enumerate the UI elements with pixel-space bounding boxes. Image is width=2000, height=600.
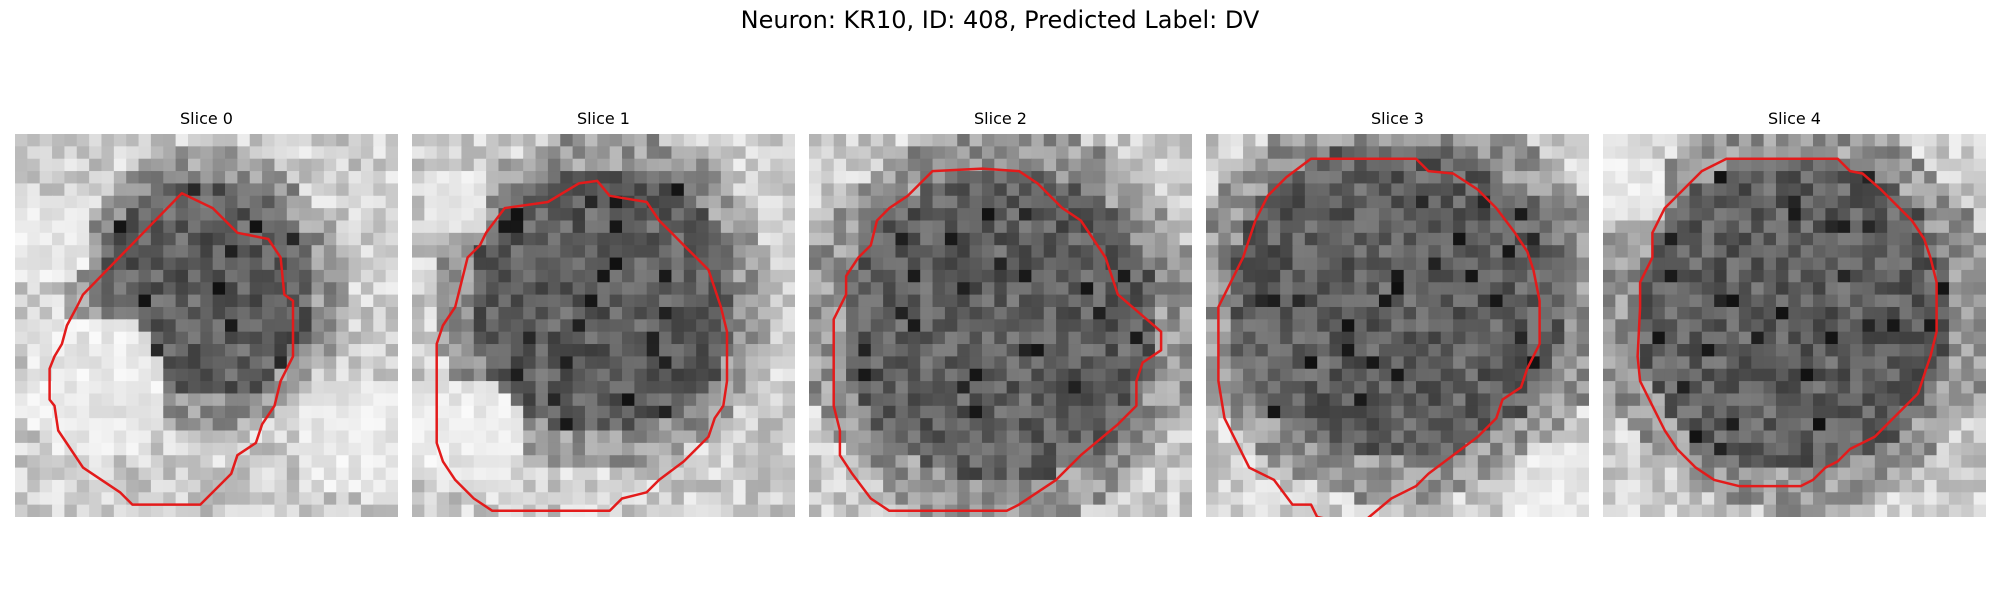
neuron-outline [48,192,295,506]
slice-panel-1: Slice 1 [412,108,795,517]
neuron-outline [1636,157,1938,488]
slice-title-1: Slice 1 [577,109,630,128]
slice-image-3 [1206,134,1589,517]
neuron-outline [435,179,729,513]
slice-title-4: Slice 4 [1768,109,1821,128]
slice-image-4 [1603,134,1986,517]
slice-panel-2: Slice 2 [809,108,1192,517]
neuron-outline [832,167,1163,513]
slice-panel-4: Slice 4 [1603,108,1986,517]
slice-title-3: Slice 3 [1371,109,1424,128]
slice-title-2: Slice 2 [974,109,1027,128]
slice-panel-0: Slice 0 [15,108,398,517]
slice-panel-3: Slice 3 [1206,108,1589,517]
neuron-outline [1217,157,1541,517]
slice-image-0 [15,134,398,517]
slice-title-0: Slice 0 [180,109,233,128]
slice-image-2 [809,134,1192,517]
figure-title: Neuron: KR10, ID: 408, Predicted Label: … [740,6,1260,34]
slice-image-1 [412,134,795,517]
